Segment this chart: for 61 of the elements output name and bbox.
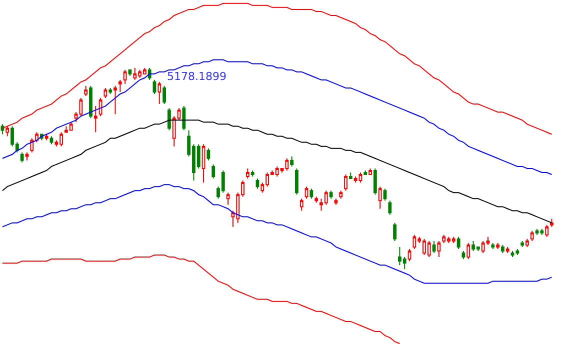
candlestick xyxy=(437,240,441,258)
candlestick xyxy=(368,168,372,176)
candlestick xyxy=(348,172,352,180)
candlestick xyxy=(466,242,470,260)
candlestick xyxy=(152,79,156,94)
candlestick xyxy=(491,242,495,250)
candlestick xyxy=(290,156,294,167)
candlestick xyxy=(456,236,460,250)
candlestick xyxy=(520,240,524,248)
candlestick xyxy=(378,186,382,210)
candlestick xyxy=(20,152,24,163)
candlestick xyxy=(84,85,88,96)
candlestick xyxy=(314,196,318,204)
candlestick xyxy=(212,164,216,180)
candlestick xyxy=(383,188,387,202)
candlestick xyxy=(162,85,166,105)
candlestick xyxy=(108,87,112,94)
candlestick xyxy=(94,106,98,133)
candlestick xyxy=(104,87,108,99)
candlestick xyxy=(118,79,122,92)
candlestick xyxy=(462,250,466,260)
candlestick xyxy=(50,136,54,145)
candlestick xyxy=(432,240,436,254)
candlestick xyxy=(500,244,504,254)
candlestick xyxy=(206,148,210,161)
candlestick xyxy=(506,246,510,254)
candlestick xyxy=(310,188,314,200)
candlestick xyxy=(344,174,348,192)
candlestick xyxy=(295,168,298,196)
annotation: 5178.1899 xyxy=(167,70,226,83)
candlestick xyxy=(526,238,529,248)
candlestick xyxy=(44,134,48,141)
candlestick xyxy=(339,190,343,200)
candlestick xyxy=(168,108,171,131)
candlestick xyxy=(89,85,92,119)
candlestick xyxy=(250,170,254,178)
candlestick xyxy=(246,168,250,180)
candlestick xyxy=(202,144,206,184)
candlestick xyxy=(158,81,162,105)
candlestick xyxy=(182,106,186,131)
candlestick xyxy=(373,168,377,196)
candlestick xyxy=(364,170,368,176)
candlestick xyxy=(545,224,549,238)
candlestick xyxy=(329,190,333,200)
candlestick xyxy=(496,242,500,250)
candlestick xyxy=(550,218,554,228)
candlestick xyxy=(393,222,396,242)
candlestick xyxy=(123,69,127,84)
candlestick xyxy=(530,230,534,242)
candlestick xyxy=(128,69,132,76)
candlestick xyxy=(408,248,412,262)
candlestick xyxy=(226,192,230,206)
candlestick xyxy=(25,152,29,161)
candlestick xyxy=(0,124,4,135)
candlestick xyxy=(256,178,260,190)
candlestick xyxy=(300,198,304,212)
candlestick xyxy=(304,186,308,200)
candlestick xyxy=(388,200,392,216)
candlestick xyxy=(148,67,152,80)
candlestick xyxy=(334,198,338,206)
candlestick xyxy=(114,85,117,115)
